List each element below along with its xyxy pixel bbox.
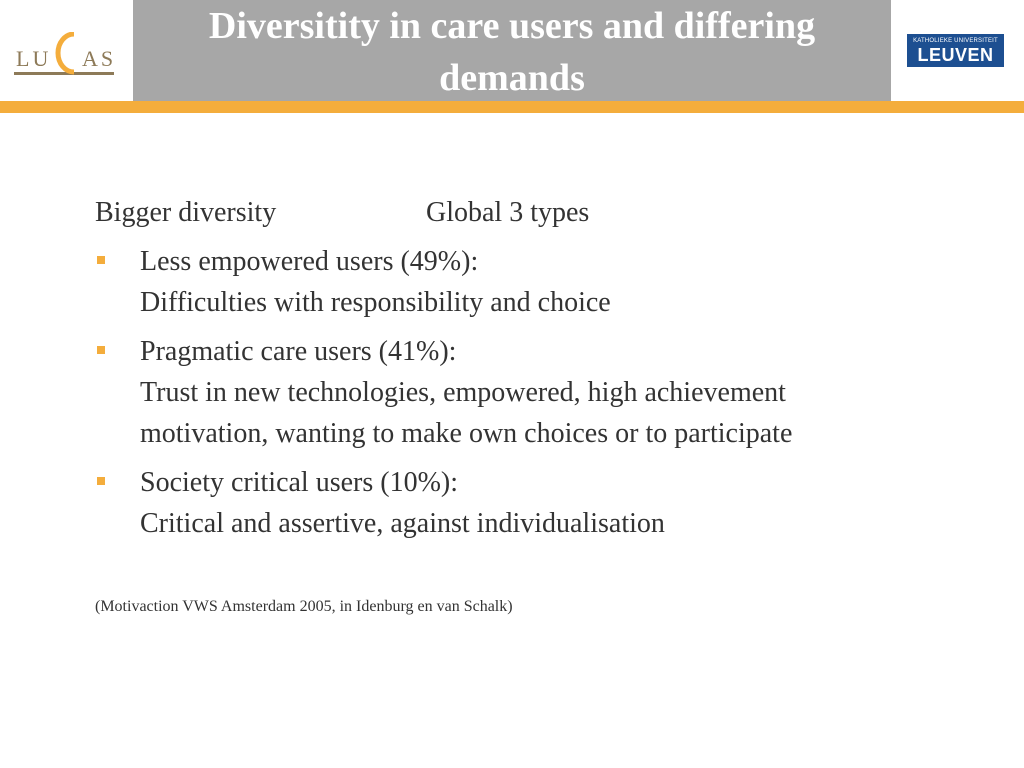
slide-title: Diversitity in care users and differing … [208,4,816,99]
bullet-heading: Less empowered users (49%): [140,246,479,277]
bullet-detail: Difficulties with responsibility and cho… [140,287,611,318]
square-bullet-icon [97,256,105,264]
bullet-item: Less empowered users (49%): Difficulties… [95,241,975,323]
intro-right-text: Global 3 types [426,197,590,228]
bullet-list: Less empowered users (49%): Difficulties… [95,241,975,544]
bullet-heading: Society critical users (10%): [140,467,459,498]
intro-line: Bigger diversity Global 3 types [95,192,975,233]
bullet-item: Pragmatic care users (41%): Trust in new… [95,331,975,454]
svg-text:LU: LU [16,46,51,71]
bullet-detail: motivation, wanting to make own choices … [140,418,793,449]
title-banner: Diversitity in care users and differing … [133,0,891,101]
lucas-logo: LU AS [14,32,118,82]
square-bullet-icon [97,346,105,354]
svg-text:AS: AS [82,46,116,71]
bullet-detail: Critical and assertive, against individu… [140,508,665,539]
intro-left-text: Bigger diversity [95,197,277,228]
ku-leuven-logo-wordmark: LEUVEN [917,45,994,65]
bullet-detail: Trust in new technologies, empowered, hi… [140,377,786,408]
ku-leuven-logo: KATHOLIEKE UNIVERSITEIT LEUVEN [907,34,1004,67]
source-citation: (Motivaction VWS Amsterdam 2005, in Iden… [95,598,513,615]
slide-body: Bigger diversity Global 3 types Less emp… [95,192,975,544]
header-divider [0,101,1024,113]
bullet-heading: Pragmatic care users (41%): [140,336,457,367]
lucas-logo-mark: LU AS [14,32,116,75]
ku-leuven-logo-subtitle: KATHOLIEKE UNIVERSITEIT [913,38,998,44]
square-bullet-icon [97,477,105,485]
bullet-item: Society critical users (10%): Critical a… [95,462,975,544]
